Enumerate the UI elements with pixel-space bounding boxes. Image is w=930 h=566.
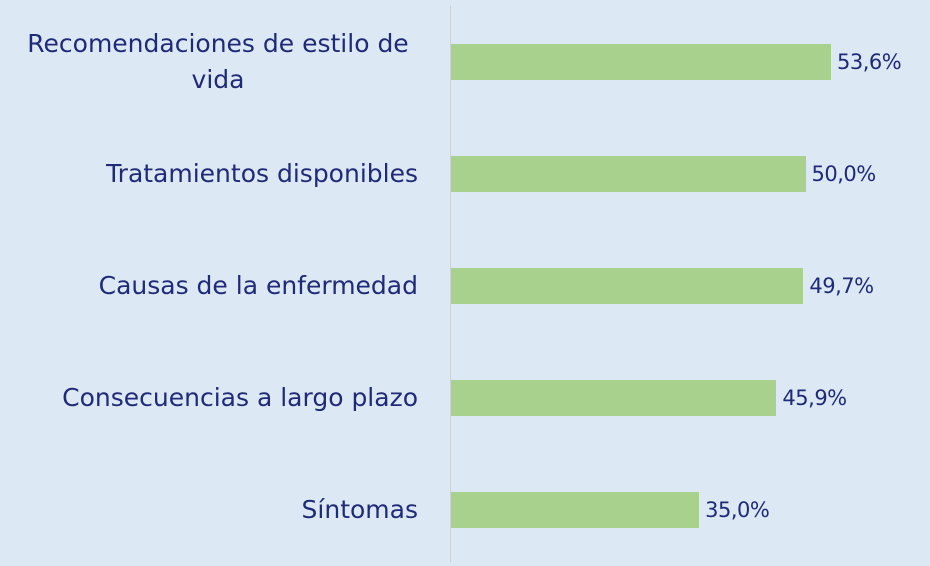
data-label: 49,7% <box>809 274 874 298</box>
category-label: Causas de la enfermedad <box>98 271 418 300</box>
category-label: Consecuencias a largo plazo <box>62 383 418 412</box>
bar <box>451 268 804 304</box>
bar <box>451 492 700 528</box>
bar <box>451 380 777 416</box>
category-label: Recomendaciones de estilo de vida <box>27 29 409 94</box>
category-label-box: Causas de la enfermedad <box>0 230 418 342</box>
category-label-box: Consecuencias a largo plazo <box>0 342 418 454</box>
bar <box>451 156 806 192</box>
category-label-box: Tratamientos disponibles <box>0 118 418 230</box>
category-label-box: Síntomas <box>0 454 418 566</box>
data-label: 45,9% <box>782 386 847 410</box>
data-label: 50,0% <box>811 162 877 186</box>
bar <box>451 44 832 80</box>
category-label: Tratamientos disponibles <box>106 159 418 188</box>
data-label: 35,0% <box>705 498 770 522</box>
data-label: 53,6% <box>837 50 902 74</box>
category-axis <box>450 6 451 562</box>
category-label-box: Recomendaciones de estilo de vida <box>0 6 418 118</box>
category-label: Síntomas <box>301 495 418 524</box>
